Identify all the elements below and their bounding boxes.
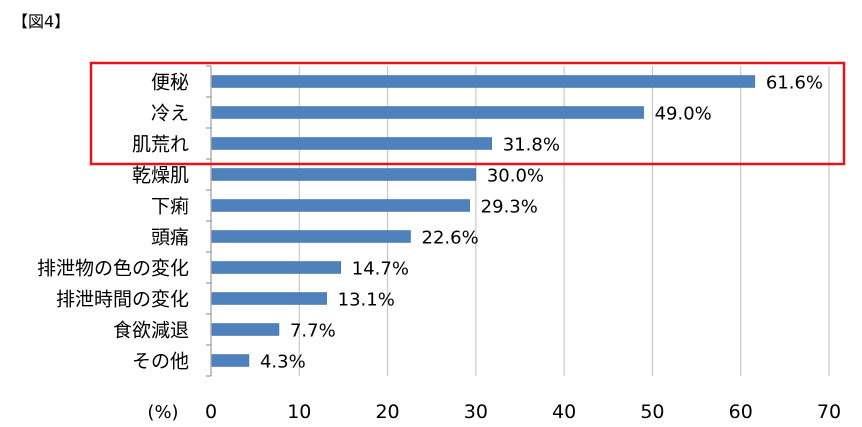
data-label: 31.8% xyxy=(503,135,560,156)
bar xyxy=(211,137,492,150)
category-label: 冷え xyxy=(151,103,189,125)
bar xyxy=(211,354,250,367)
category-label: その他 xyxy=(132,351,189,373)
x-tick-label: 30 xyxy=(464,401,488,423)
category-label: 頭痛 xyxy=(151,227,189,249)
data-label: 61.6% xyxy=(766,73,823,94)
bar xyxy=(211,292,327,305)
highlight-box xyxy=(89,61,846,166)
category-label: 下痢 xyxy=(151,196,189,218)
x-unit-label: (%) xyxy=(147,402,178,423)
data-label: 22.6% xyxy=(422,228,479,249)
category-label: 排泄物の色の変化 xyxy=(37,258,189,280)
x-tick-label: 20 xyxy=(375,401,399,423)
data-label: 14.7% xyxy=(352,259,409,280)
x-tick-label: 70 xyxy=(817,401,841,423)
data-label: 13.1% xyxy=(338,290,395,311)
bar xyxy=(211,106,644,119)
x-tick-label: 40 xyxy=(552,401,576,423)
category-label: 乾燥肌 xyxy=(132,165,189,187)
x-tick-label: 0 xyxy=(205,401,217,423)
x-tick-label: 60 xyxy=(729,401,753,423)
data-label: 29.3% xyxy=(481,197,538,218)
data-label: 7.7% xyxy=(290,321,336,342)
data-label: 4.3% xyxy=(260,352,306,373)
category-label: 肌荒れ xyxy=(132,134,189,156)
category-label: 便秘 xyxy=(151,72,189,94)
category-label: 食欲減退 xyxy=(113,320,189,342)
figure-label: 【図4】 xyxy=(12,12,71,31)
bar xyxy=(211,168,477,181)
x-tick-label: 10 xyxy=(287,401,311,423)
bar xyxy=(211,323,280,336)
category-label: 排泄時間の変化 xyxy=(56,289,189,311)
bar xyxy=(211,261,342,274)
bar xyxy=(211,199,470,212)
bar xyxy=(211,230,411,243)
data-label: 30.0% xyxy=(487,166,544,187)
x-tick-label: 50 xyxy=(640,401,664,423)
bar xyxy=(211,75,756,88)
data-label: 49.0% xyxy=(655,104,712,125)
